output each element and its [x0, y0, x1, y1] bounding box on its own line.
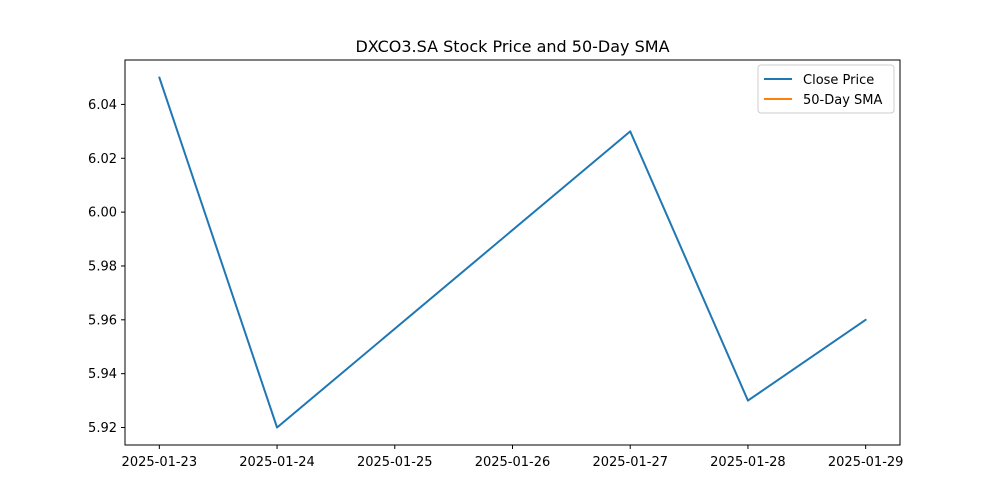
y-tick-label: 6.04 — [88, 98, 117, 113]
x-tick-label: 2025-01-25 — [357, 455, 433, 470]
legend-label-50-day-sma: 50-Day SMA — [803, 93, 883, 108]
x-tick-label: 2025-01-26 — [475, 455, 551, 470]
y-tick-label: 5.94 — [88, 367, 117, 382]
y-tick-label: 5.92 — [88, 421, 117, 436]
x-tick-label: 2025-01-24 — [239, 455, 315, 470]
legend-label-close-price: Close Price — [803, 73, 874, 88]
y-tick-label: 5.98 — [88, 259, 117, 274]
x-tick-label: 2025-01-27 — [592, 455, 668, 470]
y-tick-label: 6.00 — [88, 206, 117, 221]
x-tick-label: 2025-01-28 — [710, 455, 786, 470]
legend: Close Price 50-Day SMA — [757, 64, 895, 114]
y-tick-label: 5.96 — [88, 313, 117, 328]
y-tick-label: 6.02 — [88, 152, 117, 167]
x-tick-label: 2025-01-29 — [828, 455, 904, 470]
y-axis: 5.92 5.94 5.96 5.98 6.00 6.02 6.04 — [88, 98, 125, 436]
x-tick-label: 2025-01-23 — [122, 455, 198, 470]
series-layer — [158, 76, 867, 429]
series-line-close-price — [158, 76, 867, 429]
chart-title: DXCO3.SA Stock Price and 50-Day SMA — [355, 37, 669, 56]
legend-box — [757, 64, 895, 114]
x-axis: 2025-01-23 2025-01-24 2025-01-25 2025-01-26… — [122, 445, 904, 470]
